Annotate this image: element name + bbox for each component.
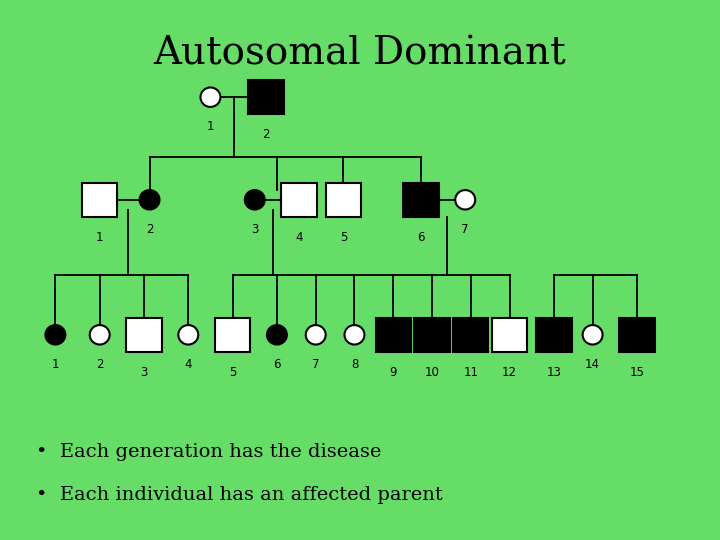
Text: 9: 9	[390, 366, 397, 379]
FancyBboxPatch shape	[619, 318, 654, 352]
FancyBboxPatch shape	[248, 80, 284, 114]
Text: 6: 6	[417, 231, 425, 244]
FancyBboxPatch shape	[536, 318, 572, 352]
Text: 8: 8	[351, 358, 358, 371]
FancyBboxPatch shape	[403, 183, 438, 217]
Circle shape	[179, 325, 198, 345]
Text: •  Each generation has the disease: • Each generation has the disease	[36, 443, 382, 461]
Text: 12: 12	[502, 366, 517, 379]
FancyBboxPatch shape	[215, 318, 251, 352]
Circle shape	[306, 325, 325, 345]
Text: 1: 1	[96, 231, 104, 244]
Text: 7: 7	[462, 223, 469, 236]
Text: 2: 2	[145, 223, 153, 236]
Text: 5: 5	[229, 366, 236, 379]
FancyBboxPatch shape	[126, 318, 162, 352]
Text: •  Each individual has an affected parent: • Each individual has an affected parent	[36, 486, 443, 504]
Text: 10: 10	[425, 366, 439, 379]
FancyBboxPatch shape	[325, 183, 361, 217]
Text: 6: 6	[273, 358, 281, 371]
Text: Autosomal Dominant: Autosomal Dominant	[153, 35, 567, 72]
Text: 2: 2	[262, 128, 269, 141]
FancyBboxPatch shape	[376, 318, 411, 352]
Text: 5: 5	[340, 231, 347, 244]
Text: 3: 3	[140, 366, 148, 379]
FancyBboxPatch shape	[414, 318, 450, 352]
Circle shape	[140, 190, 160, 210]
Circle shape	[90, 325, 109, 345]
Circle shape	[200, 87, 220, 107]
Circle shape	[582, 325, 603, 345]
Text: 15: 15	[629, 366, 644, 379]
FancyBboxPatch shape	[282, 183, 317, 217]
Circle shape	[267, 325, 287, 345]
Circle shape	[455, 190, 475, 210]
Text: 4: 4	[184, 358, 192, 371]
Text: 1: 1	[207, 120, 215, 133]
Text: 4: 4	[295, 231, 303, 244]
Circle shape	[245, 190, 265, 210]
FancyBboxPatch shape	[82, 183, 117, 217]
Text: 7: 7	[312, 358, 320, 371]
Text: 13: 13	[546, 366, 562, 379]
FancyBboxPatch shape	[453, 318, 488, 352]
Circle shape	[344, 325, 364, 345]
Text: 2: 2	[96, 358, 104, 371]
Circle shape	[45, 325, 66, 345]
Text: 3: 3	[251, 223, 258, 236]
FancyBboxPatch shape	[492, 318, 527, 352]
Text: 1: 1	[52, 358, 59, 371]
Text: 11: 11	[463, 366, 478, 379]
Text: 14: 14	[585, 358, 600, 371]
